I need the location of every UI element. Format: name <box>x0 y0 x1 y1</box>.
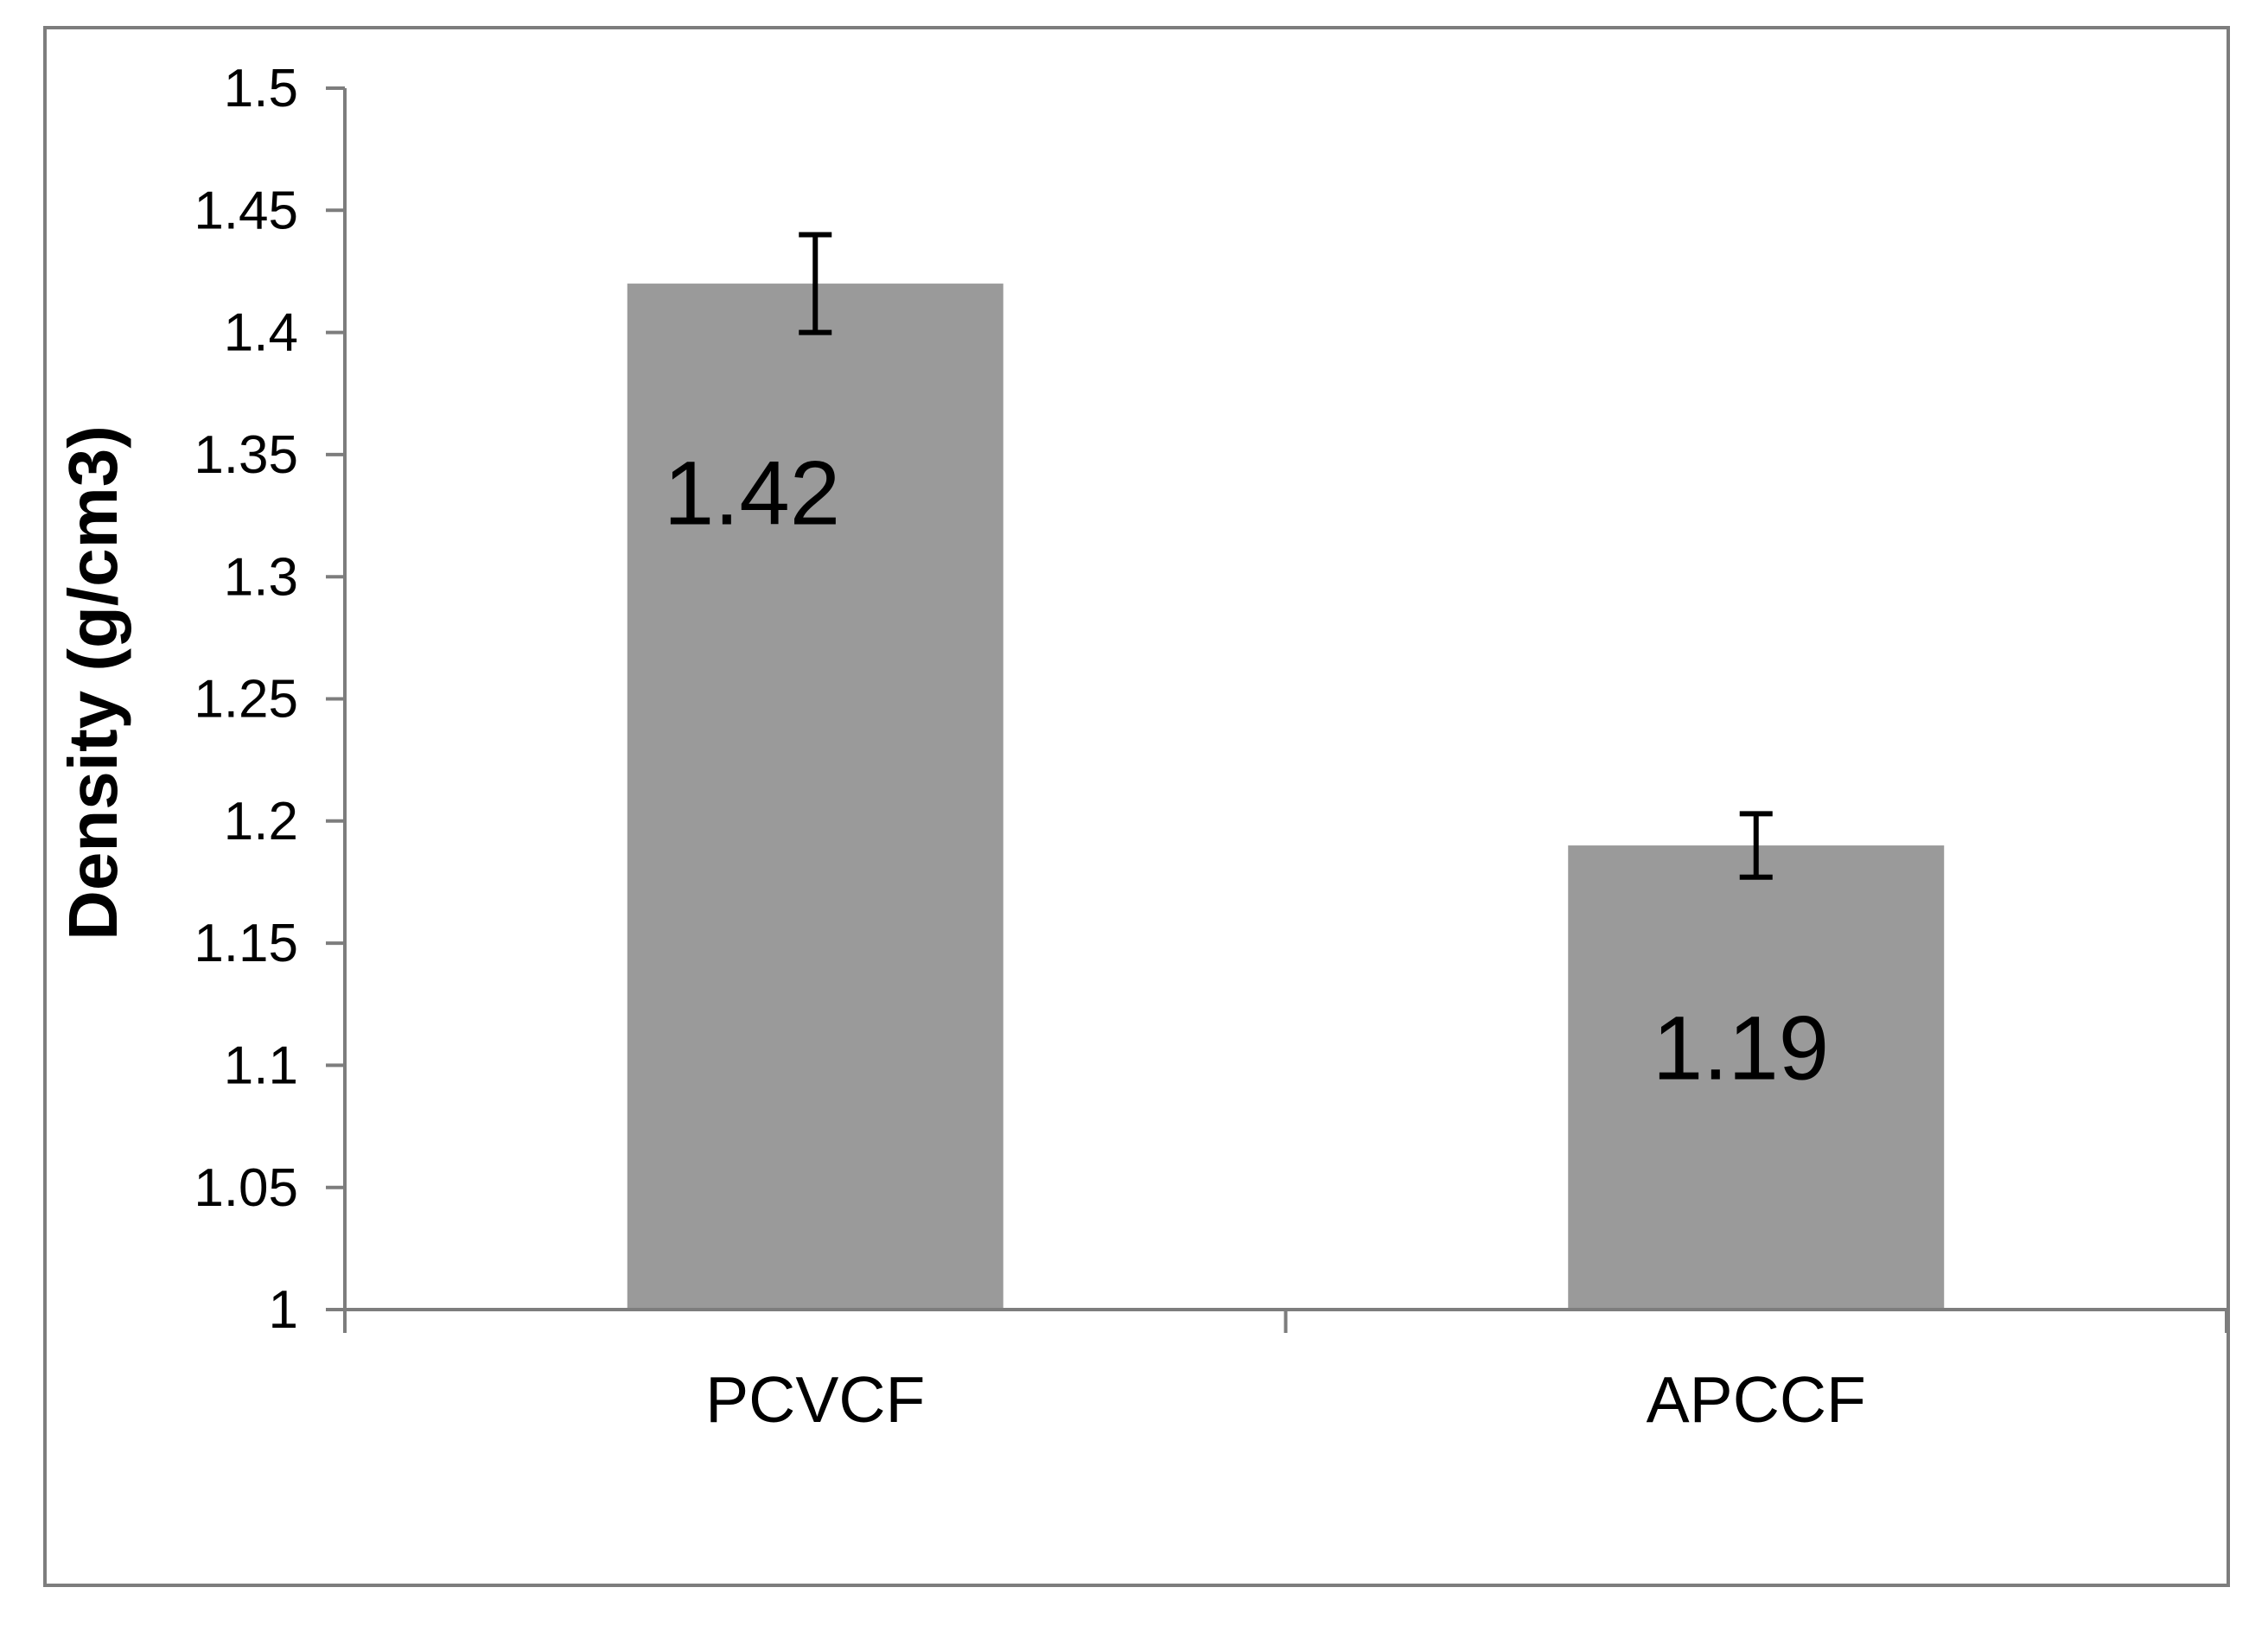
x-category-label: PCVCF <box>705 1363 925 1436</box>
y-tick-label: 1.4 <box>224 303 298 363</box>
y-tick-label: 1.2 <box>224 792 298 851</box>
chart-border <box>43 26 2230 1587</box>
y-tick-label: 1 <box>269 1280 298 1340</box>
y-tick-label: 1.15 <box>194 914 298 973</box>
y-tick-label: 1.5 <box>224 59 298 118</box>
x-category-label: APCCF <box>1647 1363 1866 1436</box>
bar-apccf <box>1568 845 1945 1310</box>
y-tick-label: 1.45 <box>194 181 298 240</box>
bar-pcvcf <box>627 284 1003 1310</box>
y-tick-label: 1.1 <box>224 1036 298 1095</box>
y-tick-label: 1.35 <box>194 425 298 485</box>
y-tick-label: 1.05 <box>194 1158 298 1218</box>
bar-value-label: 1.19 <box>1653 998 1829 1100</box>
y-tick-label: 1.25 <box>194 670 298 730</box>
bar-value-label: 1.42 <box>664 443 840 545</box>
y-tick-label: 1.3 <box>224 547 298 607</box>
y-axis-title: Density (g/cm3) <box>54 425 131 940</box>
